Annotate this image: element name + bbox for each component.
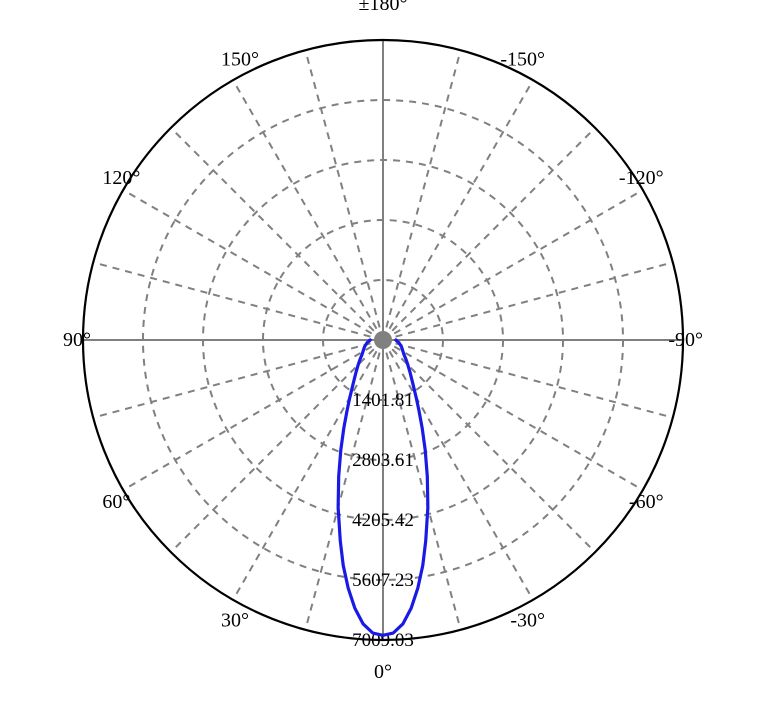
angle-label: -30° (510, 610, 545, 632)
angle-label: 150° (221, 48, 259, 70)
radial-label: 4205.42 (352, 510, 414, 531)
angle-label: 120° (102, 167, 140, 189)
angle-label: -120° (619, 167, 664, 189)
angle-label: 60° (102, 491, 130, 513)
angle-label: 90° (63, 329, 91, 351)
radial-label: 2803.61 (352, 450, 414, 471)
radial-label: 5607.23 (352, 570, 414, 591)
center-dot (374, 331, 392, 349)
angle-label: -60° (629, 491, 664, 513)
radial-label: 7009.03 (352, 630, 414, 651)
angle-label: -90° (668, 329, 703, 351)
polar-chart: 1401.81 2803.61 4205.42 5607.23 7009.03 0° 30°… (0, 0, 767, 702)
angle-label: -150° (500, 48, 545, 70)
angle-label: ±180° (359, 0, 408, 15)
angle-label: 0° (374, 661, 392, 683)
radial-label: 1401.81 (352, 390, 414, 411)
angle-label: 30° (221, 610, 249, 632)
center-marker (374, 331, 392, 349)
